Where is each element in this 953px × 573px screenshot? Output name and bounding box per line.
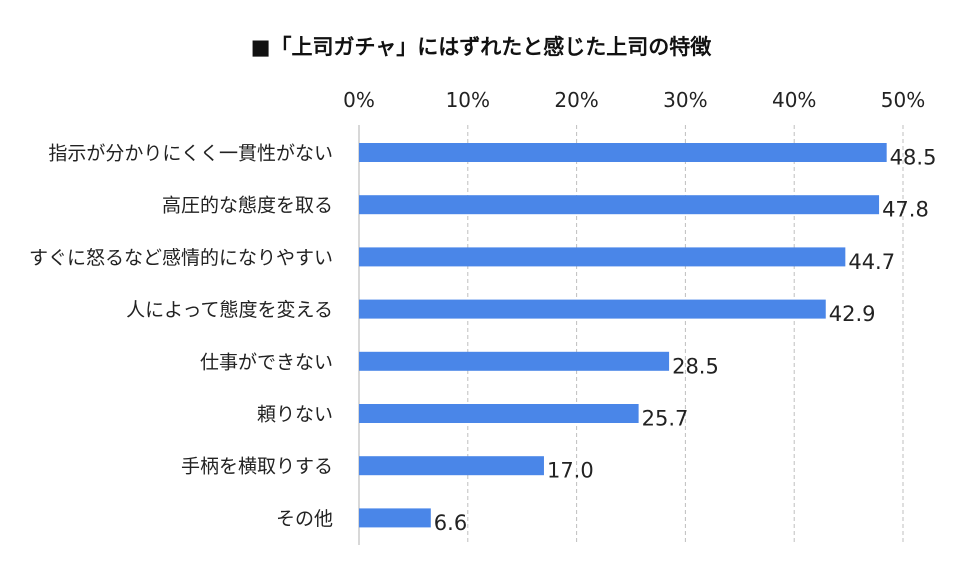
x-axis-ticks: 0% 10% 20% 30% 40% 50% <box>343 88 925 112</box>
bar <box>359 456 544 476</box>
category-label: 指示が分かりにくく一貫性がない <box>48 143 333 165</box>
data-label: 47.8 <box>882 198 929 222</box>
category-label: 人によって態度を変える <box>126 299 333 321</box>
bar <box>359 143 887 162</box>
x-tick-label: 30% <box>663 88 707 112</box>
bar <box>359 195 880 215</box>
x-tick-label: 0% <box>343 88 375 112</box>
x-tick-label: 10% <box>446 88 490 112</box>
category-labels: 指示が分かりにくく一貫性がない高圧的な態度を取るすぐに怒るなど感情的になりやすい… <box>29 143 333 530</box>
category-label: 手柄を横取りする <box>181 456 333 478</box>
grid-lines <box>358 125 904 545</box>
bars <box>359 143 887 528</box>
category-label: 仕事ができない <box>200 351 333 373</box>
data-label: 28.5 <box>672 354 719 378</box>
data-label: 44.7 <box>848 250 895 274</box>
bar <box>359 299 826 319</box>
data-label: 17.0 <box>547 459 594 483</box>
bar <box>359 247 846 267</box>
data-label: 48.5 <box>890 146 937 170</box>
value-labels: 48.5 47.8 44.7 42.9 28.5 25.7 17.0 6.6 <box>434 146 937 535</box>
category-label: その他 <box>276 508 333 530</box>
category-label: すぐに怒るなど感情的になりやすい <box>29 247 333 269</box>
x-tick-label: 40% <box>772 88 816 112</box>
data-label: 6.6 <box>434 511 467 535</box>
x-tick-label: 20% <box>554 88 598 112</box>
x-tick-label: 50% <box>881 88 925 112</box>
category-label: 頼りない <box>257 404 333 426</box>
bar <box>359 508 431 528</box>
bar <box>359 351 670 371</box>
chart-title: ■「上司ガチャ」にはずれたと感じた上司の特徴 <box>251 35 713 59</box>
data-label: 25.7 <box>642 407 689 431</box>
bar <box>359 404 639 423</box>
data-label: 42.9 <box>829 302 876 326</box>
category-label: 高圧的な態度を取る <box>162 195 333 217</box>
